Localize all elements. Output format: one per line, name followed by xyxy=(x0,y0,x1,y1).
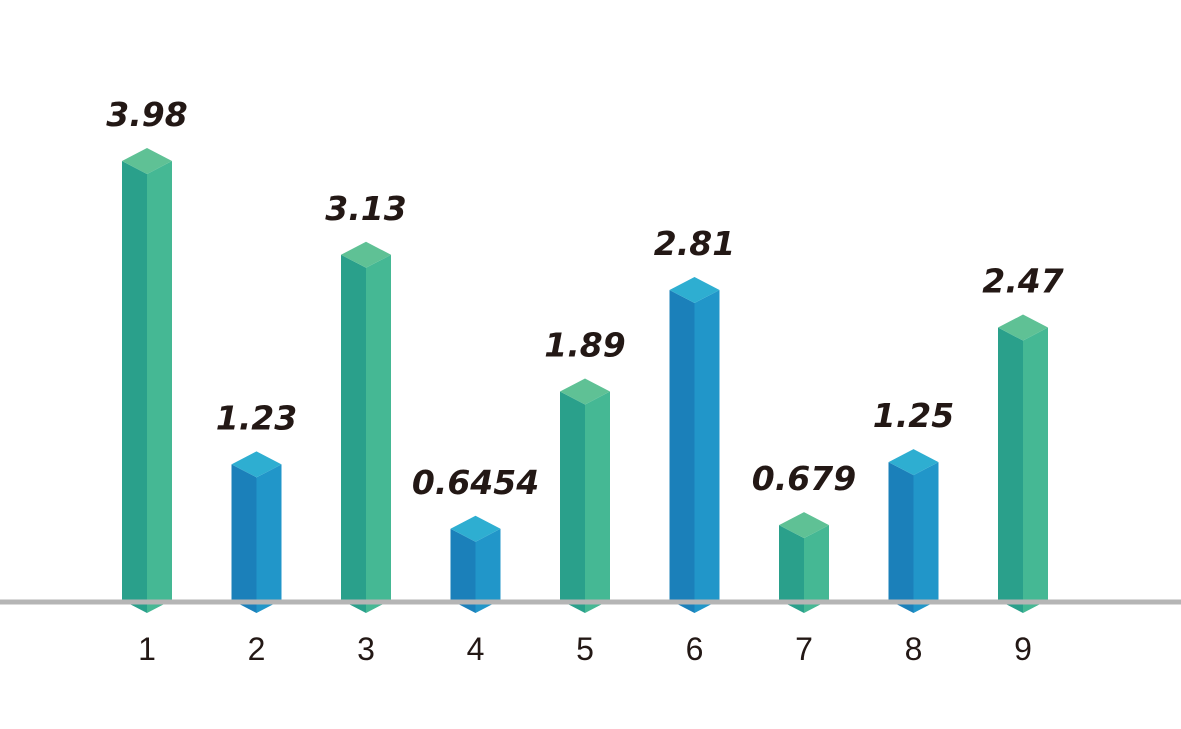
data-label: 1.89 xyxy=(544,326,625,365)
bar xyxy=(888,449,939,613)
bar xyxy=(341,241,391,614)
bar-left-face xyxy=(231,464,257,613)
x-tick-label: 2 xyxy=(248,631,266,667)
bar-left-face xyxy=(560,391,585,613)
x-tick-labels: 1 2 3 4 5 6 7 8 9 xyxy=(138,631,1032,667)
bar-left-face xyxy=(779,525,804,613)
bar-top-face xyxy=(560,378,610,405)
bar-top-face xyxy=(998,314,1048,341)
bar-left-face xyxy=(888,462,914,613)
bar xyxy=(450,515,501,613)
x-tick-label: 6 xyxy=(686,631,704,667)
bar-top-face xyxy=(341,241,391,268)
data-labels: 3.98 1.23 3.13 0.6454 1.89 2.81 0.679 1.25 2.47 xyxy=(106,95,1063,502)
bar-right-face xyxy=(1023,327,1048,613)
bar-left-face xyxy=(450,528,476,613)
bar-top-face xyxy=(888,449,939,476)
bar-right-face xyxy=(256,464,282,613)
x-tick-label: 4 xyxy=(467,631,485,667)
bar-top-face xyxy=(779,512,829,539)
x-tick-label: 3 xyxy=(357,631,375,667)
bar-right-face xyxy=(913,462,939,613)
bar xyxy=(122,148,172,614)
x-tick-label: 8 xyxy=(905,631,923,667)
bars-group xyxy=(122,148,1048,614)
data-label: 3.13 xyxy=(325,189,406,228)
bar-right-face xyxy=(694,290,720,613)
bar xyxy=(231,451,282,613)
bar xyxy=(560,378,610,613)
data-label: 2.47 xyxy=(982,262,1063,301)
data-label: 2.81 xyxy=(654,224,735,263)
bar-left-face xyxy=(998,327,1023,613)
bar-left-face xyxy=(669,290,695,613)
bar xyxy=(779,512,829,613)
bar xyxy=(998,314,1048,613)
bar-right-face xyxy=(804,525,829,613)
bar-right-face xyxy=(475,528,501,613)
x-tick-label: 9 xyxy=(1014,631,1032,667)
data-label: 1.25 xyxy=(873,396,954,435)
bar-right-face xyxy=(585,391,610,613)
x-tick-label: 1 xyxy=(138,631,156,667)
bar-top-face xyxy=(231,451,282,478)
data-label: 3.98 xyxy=(106,95,187,134)
data-label: 1.23 xyxy=(216,398,297,437)
x-tick-label: 5 xyxy=(576,631,594,667)
bar-left-face xyxy=(341,254,366,614)
bar-right-face xyxy=(147,161,172,614)
bar-left-face xyxy=(122,161,147,614)
bar-top-face xyxy=(669,277,720,304)
data-label: 0.6454 xyxy=(412,463,539,502)
bar-top-face xyxy=(122,148,172,175)
bar xyxy=(669,277,720,613)
data-label: 0.679 xyxy=(752,459,856,498)
x-tick-label: 7 xyxy=(795,631,813,667)
bar-top-face xyxy=(450,515,501,542)
bar-right-face xyxy=(366,254,391,614)
